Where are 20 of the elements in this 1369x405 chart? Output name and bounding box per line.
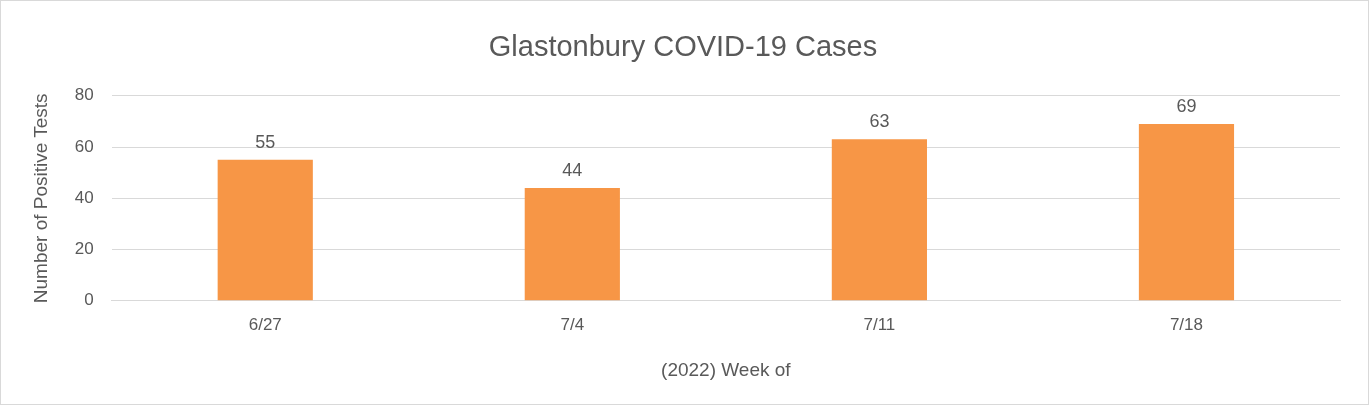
y-axis-title: Number of Positive Tests — [29, 93, 51, 304]
y-tick-label: 0 — [84, 290, 94, 310]
y-tick-label: 60 — [74, 136, 94, 156]
y-tick-label: 40 — [74, 187, 94, 207]
y-tick-label: 20 — [74, 239, 94, 259]
bar — [524, 188, 620, 301]
x-tick-label: 6/27 — [248, 314, 282, 334]
x-tick-label: 7/18 — [1169, 314, 1204, 334]
data-label: 69 — [1176, 95, 1197, 116]
data-label: 44 — [562, 160, 583, 181]
bar — [217, 159, 313, 301]
x-tick-label: 7/11 — [863, 314, 896, 334]
chart-title: Glastonbury COVID-19 Cases — [488, 30, 878, 63]
data-label: 63 — [869, 111, 890, 132]
bar — [1138, 123, 1235, 301]
bar — [831, 139, 927, 301]
y-tick-label: 80 — [74, 85, 94, 105]
data-label: 55 — [255, 131, 276, 152]
x-tick-label: 7/4 — [560, 314, 585, 334]
x-axis-title: (2022) Week of — [661, 358, 792, 380]
